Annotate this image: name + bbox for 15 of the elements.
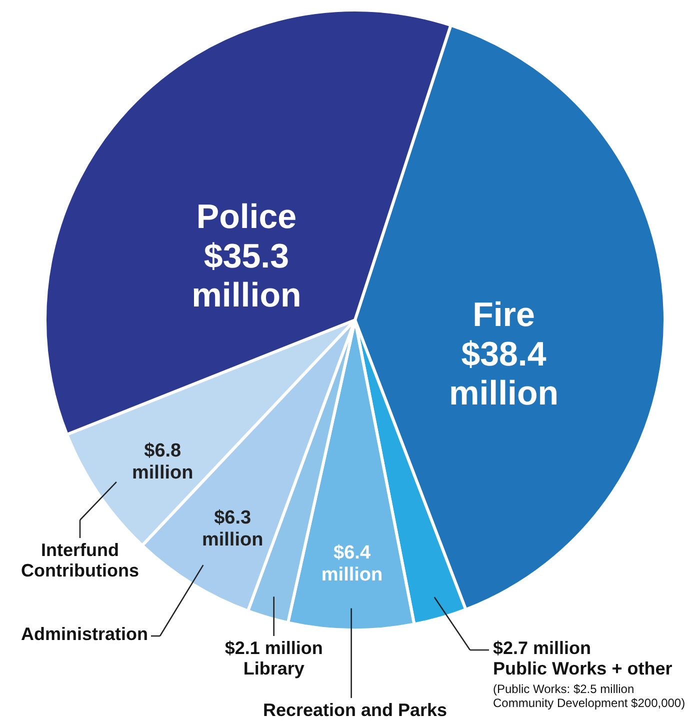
slice-label: Fire xyxy=(472,296,535,334)
slice-label: Public Works + other xyxy=(493,658,672,679)
data-label: $35.3 million xyxy=(192,237,302,314)
slice-label: Interfund Contributions xyxy=(21,540,139,581)
data-label: $2.7 million xyxy=(493,638,592,658)
data-label: $6.3 million xyxy=(202,508,264,550)
data-label: $2.1 million xyxy=(224,638,323,658)
data-label: $6.8 million xyxy=(132,440,194,484)
text: (Public Works: $2.5 million Community Development $200,000) xyxy=(493,682,686,710)
slice-label: Administration xyxy=(20,624,148,644)
data-label: $38.4 million xyxy=(448,335,559,412)
slice-label: Police xyxy=(196,198,297,236)
slice-label: Recreation and Parks xyxy=(262,700,448,720)
data-label: $6.4 million xyxy=(321,542,383,586)
slice-label: Library xyxy=(243,658,304,679)
